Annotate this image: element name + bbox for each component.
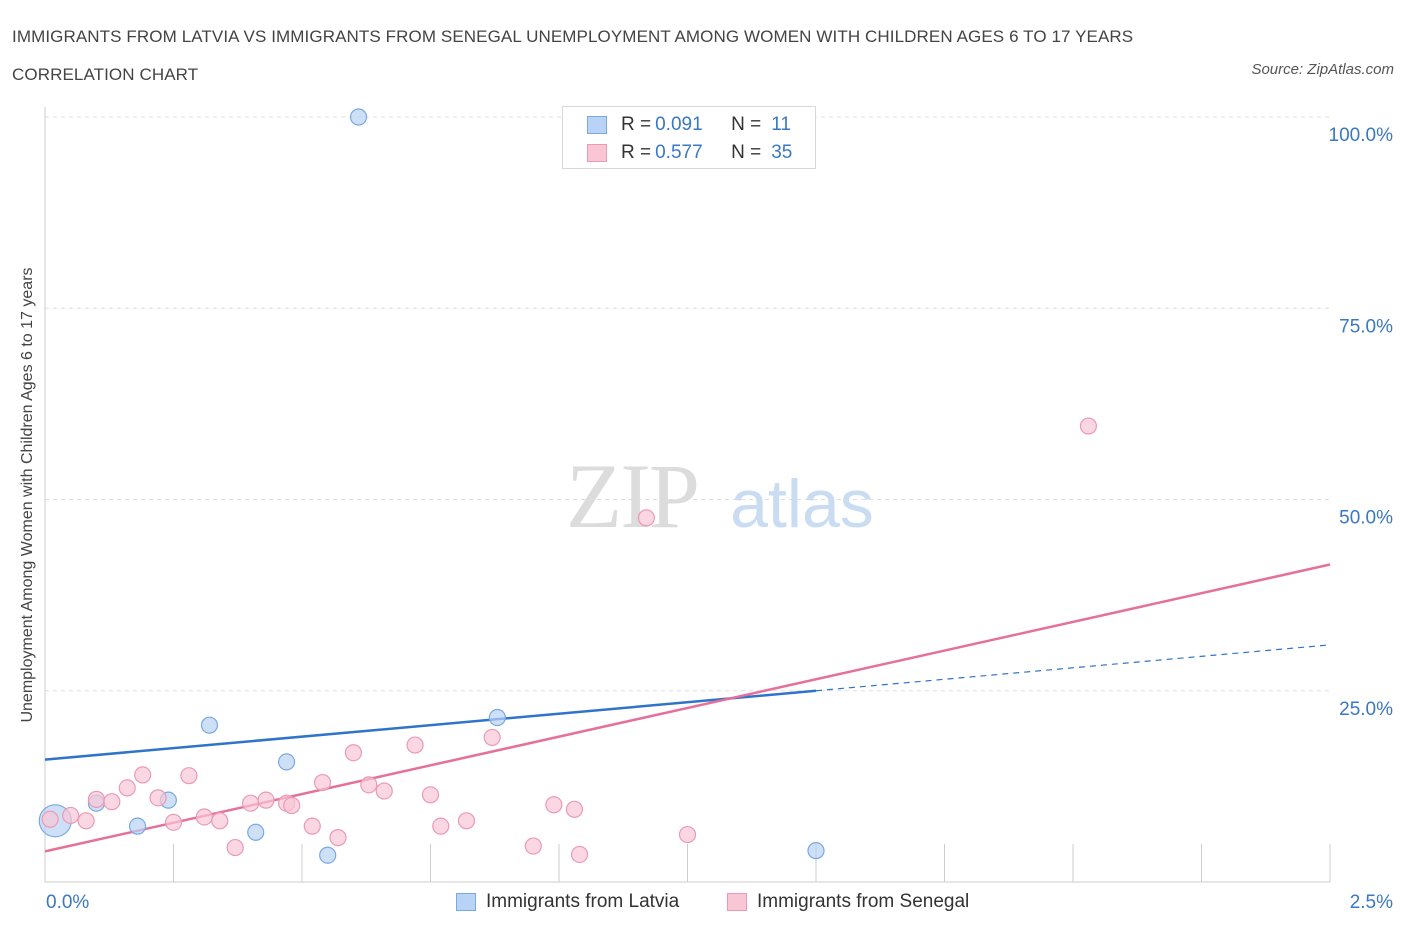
point-senegal xyxy=(195,808,213,826)
point-senegal xyxy=(678,825,697,844)
legend-n-value-latvia: 11 xyxy=(771,114,791,135)
point-senegal xyxy=(41,810,59,828)
point-senegal xyxy=(180,767,198,785)
point-senegal xyxy=(406,736,424,754)
chart-source: Source: ZipAtlas.com xyxy=(1251,61,1394,78)
point-senegal xyxy=(421,786,440,804)
point-senegal xyxy=(570,845,589,864)
point-senegal xyxy=(257,791,275,809)
point-senegal xyxy=(134,766,152,784)
point-latvia xyxy=(247,823,265,841)
correlation-legend: R = 0.091 N = 11 R = 0.577 N = 35 xyxy=(562,106,816,169)
y-tick-label: 100.0% xyxy=(1329,125,1394,146)
point-senegal xyxy=(329,829,347,847)
y-tick-label: 50.0% xyxy=(1339,508,1393,529)
point-senegal xyxy=(344,744,362,762)
series-label-senegal: Immigrants from Senegal xyxy=(757,891,970,912)
series-swatch-senegal xyxy=(727,893,747,911)
legend-swatch-senegal xyxy=(587,144,607,162)
point-senegal xyxy=(524,837,542,855)
x-tick-label: 0.0% xyxy=(46,892,89,913)
point-senegal xyxy=(283,796,301,815)
point-latvia xyxy=(128,817,147,835)
series-legend-senegal: Immigrants from Senegal xyxy=(727,889,969,915)
point-senegal xyxy=(313,773,332,792)
point-senegal xyxy=(545,796,563,814)
series-legend-latvia: Immigrants from Latvia xyxy=(456,889,679,915)
point-senegal xyxy=(164,813,183,831)
point-senegal xyxy=(432,817,450,835)
point-latvia xyxy=(200,716,219,734)
point-senegal xyxy=(303,817,321,835)
legend-r-value-senegal: 0.577 xyxy=(655,142,703,163)
legend-row-latvia: R = 0.091 N = 11 xyxy=(587,114,791,136)
point-senegal xyxy=(77,812,95,830)
point-senegal xyxy=(1079,417,1098,435)
point-senegal xyxy=(62,806,80,825)
point-senegal xyxy=(483,728,501,747)
trend-line-latvia xyxy=(44,689,817,761)
legend-n-label: N = xyxy=(731,142,762,163)
y-tick-label: 75.0% xyxy=(1339,316,1393,337)
legend-swatch-latvia xyxy=(587,116,607,134)
point-latvia xyxy=(277,753,296,771)
watermark-atlas: atlas xyxy=(730,466,874,542)
trend-line-senegal xyxy=(44,563,1331,853)
chart-title: IMMIGRANTS FROM LATVIA VS IMMIGRANTS FRO… xyxy=(12,27,1134,84)
point-senegal xyxy=(360,776,378,794)
watermark-zip: ZIP xyxy=(566,445,698,547)
point-senegal xyxy=(118,779,136,797)
point-senegal xyxy=(637,509,655,527)
legend-row-senegal: R = 0.577 N = 35 xyxy=(587,142,792,164)
point-senegal xyxy=(211,812,229,830)
x-tick-label: 2.5% xyxy=(1350,892,1393,913)
point-senegal xyxy=(242,794,260,812)
point-senegal xyxy=(457,812,476,830)
point-senegal xyxy=(149,789,167,807)
legend-r-label: R = xyxy=(621,114,652,135)
legend-r-value-latvia: 0.091 xyxy=(655,114,703,135)
point-senegal xyxy=(375,782,393,800)
point-latvia xyxy=(319,846,337,864)
y-tick-label: 25.0% xyxy=(1339,699,1393,720)
point-senegal xyxy=(226,838,244,857)
legend-n-value-senegal: 35 xyxy=(771,142,793,163)
trend-line-latvia-extension xyxy=(815,644,1331,692)
series-swatch-latvia xyxy=(456,893,476,911)
point-latvia xyxy=(807,842,825,860)
point-latvia xyxy=(488,708,506,727)
point-latvia xyxy=(349,108,368,126)
legend-r-label: R = xyxy=(621,142,652,163)
point-senegal xyxy=(103,793,121,811)
point-senegal xyxy=(565,800,584,818)
series-label-latvia: Immigrants from Latvia xyxy=(486,891,680,912)
point-senegal xyxy=(87,790,106,808)
legend-n-label: N = xyxy=(731,114,762,135)
